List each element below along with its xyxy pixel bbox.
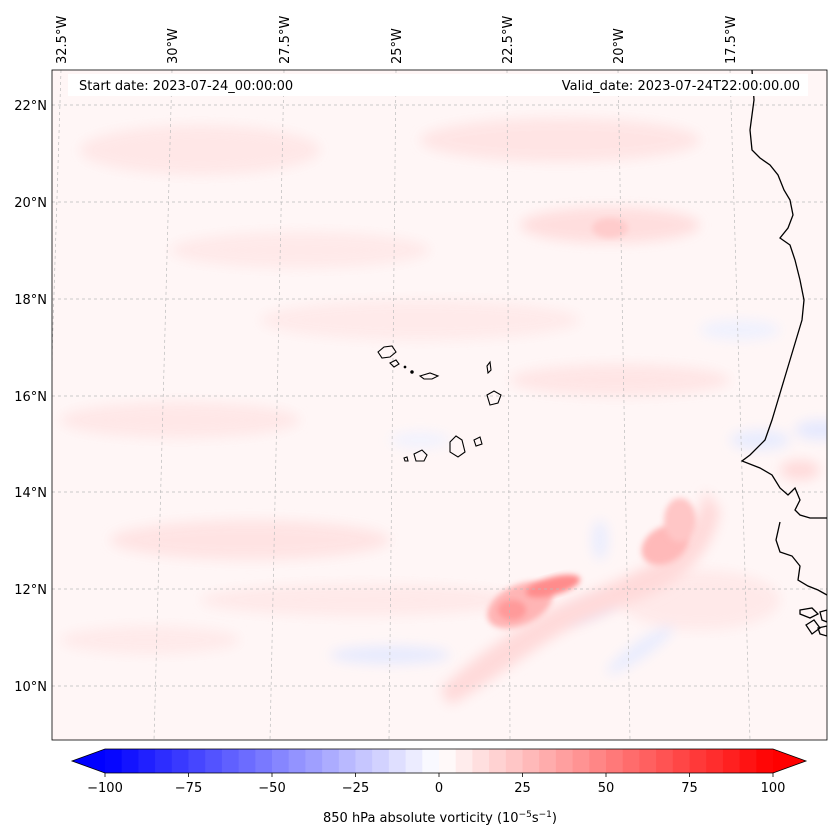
colorbar-tick-label: 50 xyxy=(598,781,615,796)
colorbar-cell xyxy=(505,749,523,773)
lon-label-25w: 25°W xyxy=(390,28,405,64)
lat-label-16n: 16°N xyxy=(14,390,47,405)
colorbar-cell xyxy=(539,749,557,773)
lat-label-12n: 12°N xyxy=(14,583,47,598)
colorbar-cell xyxy=(739,749,757,773)
colorbar-tick-label: 100 xyxy=(761,781,786,796)
cape-verde-islands xyxy=(377,345,502,462)
lat-label-10n: 10°N xyxy=(14,680,47,695)
colorbar-cell xyxy=(689,749,707,773)
lat-label-14n: 14°N xyxy=(14,486,47,501)
lon-label-22-5w: 22.5°W xyxy=(501,16,516,64)
lat-label-22n: 22°N xyxy=(14,99,47,114)
colorbar-cell xyxy=(555,749,574,773)
colorbar-cell xyxy=(439,749,457,773)
colorbar-cell xyxy=(672,749,690,773)
colorbar-label-end: ) xyxy=(552,811,557,826)
colorbar-cell xyxy=(422,749,440,773)
colorbar-cell xyxy=(522,749,540,773)
colorbar-tick-label: 25 xyxy=(514,781,531,796)
colorbar: −100 −75 −50 −25 0 25 50 75 100 850 hPa absolute… xyxy=(70,748,808,826)
colorbar-cells xyxy=(105,749,774,773)
colorbar-cell xyxy=(606,749,624,773)
lon-label-30w: 30°W xyxy=(166,28,181,64)
map-panel xyxy=(52,70,827,740)
colorbar-tick-label: −25 xyxy=(342,781,369,796)
colorbar-cell xyxy=(155,749,173,773)
colorbar-label: 850 hPa absolute vorticity (10−5s−1) xyxy=(323,810,557,826)
colorbar-cell xyxy=(171,749,189,773)
colorbar-label-exp2: −1 xyxy=(539,810,552,820)
colorbar-cell xyxy=(455,749,473,773)
colorbar-cell xyxy=(138,749,156,773)
colorbar-cell xyxy=(589,749,607,773)
header-band xyxy=(68,74,808,96)
map-border xyxy=(51,69,828,741)
colorbar-label-main: 850 hPa absolute vorticity (10 xyxy=(323,811,519,826)
colorbar-max-extension xyxy=(773,749,806,773)
lon-label-27-5w: 27.5°W xyxy=(278,16,293,64)
colorbar-cell xyxy=(105,749,123,773)
colorbar-cell xyxy=(121,749,139,773)
lat-label-18n: 18°N xyxy=(14,293,47,308)
colorbar-cell xyxy=(322,749,340,773)
colorbar-cell xyxy=(756,749,774,773)
colorbar-cell xyxy=(221,749,240,773)
colorbar-cell xyxy=(238,749,256,773)
graticule xyxy=(52,70,827,740)
valid-date-label: Valid_date: 2023-07-24T22:00:00.00 xyxy=(562,79,800,94)
colorbar-tick-label: −100 xyxy=(87,781,123,796)
colorbar-label-exp1: −5 xyxy=(519,810,532,820)
colorbar-cell xyxy=(188,749,206,773)
lon-label-32-5w: 32.5°W xyxy=(55,16,70,64)
colorbar-cell xyxy=(372,749,390,773)
lon-label-20w: 20°W xyxy=(612,28,627,64)
colorbar-cell xyxy=(722,749,741,773)
lat-label-20n: 20°N xyxy=(14,196,47,211)
colorbar-tick-label: 0 xyxy=(435,781,443,796)
longitude-labels: 32.5°W 30°W 27.5°W 25°W 22.5°W 20°W 17.5… xyxy=(55,16,739,64)
colorbar-cell xyxy=(338,749,356,773)
colorbar-ticks: −100 −75 −50 −25 0 25 50 75 100 xyxy=(87,773,785,796)
colorbar-cell xyxy=(472,749,490,773)
colorbar-min-extension xyxy=(72,749,105,773)
latitude-labels: 22°N 20°N 18°N 16°N 14°N 12°N 10°N xyxy=(14,99,47,695)
lon-label-17-5w: 17.5°W xyxy=(724,16,739,64)
vorticity-field xyxy=(60,118,827,674)
colorbar-cell xyxy=(272,749,290,773)
vorticity-maximum-band xyxy=(440,218,720,705)
colorbar-cell xyxy=(205,749,223,773)
colorbar-cell xyxy=(255,749,273,773)
colorbar-tick-label: −50 xyxy=(258,781,285,796)
colorbar-cell xyxy=(388,749,407,773)
colorbar-label-mid: s xyxy=(532,811,539,826)
colorbar-cell xyxy=(622,749,640,773)
colorbar-tick-label: −75 xyxy=(175,781,202,796)
colorbar-cell xyxy=(355,749,373,773)
colorbar-tick-label: 75 xyxy=(681,781,698,796)
colorbar-cell xyxy=(288,749,306,773)
colorbar-cell xyxy=(572,749,590,773)
colorbar-cell xyxy=(706,749,724,773)
start-date-label: Start date: 2023-07-24_00:00:00 xyxy=(79,79,293,94)
coastline-africa xyxy=(740,70,827,637)
colorbar-cell xyxy=(489,749,507,773)
colorbar-cell xyxy=(639,749,657,773)
colorbar-cell xyxy=(305,749,323,773)
colorbar-cell xyxy=(405,749,423,773)
colorbar-cell xyxy=(656,749,674,773)
